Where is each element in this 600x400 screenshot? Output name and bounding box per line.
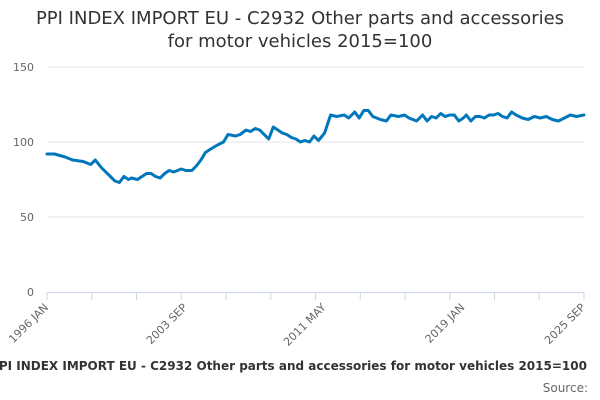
x-tick-label: 2003 SEP (144, 301, 190, 347)
x-tick-label: 2025 SEP (542, 301, 588, 347)
grid-layer (47, 66, 584, 218)
y-tick-label: 50 (20, 211, 34, 224)
chart-title-line-2: for motor vehicles 2015=100 (167, 31, 433, 52)
series-line (45, 109, 586, 184)
label-layer: 0 50 100 150 1996 JAN 2003 SEP 2011 MAY 2019 JA… (6, 61, 588, 349)
x-tick-label: 2011 MAY (281, 301, 329, 349)
source-label: Source: (542, 381, 588, 395)
axis-layer (46, 292, 585, 300)
y-tick-label: 0 (27, 286, 34, 299)
y-tick-label: 100 (13, 136, 34, 149)
series-layer (45, 109, 586, 184)
chart-title: PPI INDEX IMPORT EU - C2932 Other parts … (0, 7, 600, 53)
y-tick-label: 150 (13, 61, 34, 74)
legend-label: PPI INDEX IMPORT EU - C2932 Other parts … (0, 359, 587, 373)
x-tick-label: 1996 JAN (6, 301, 51, 346)
x-tick-label: 2019 JAN (423, 301, 468, 346)
chart-title-line-1: PPI INDEX IMPORT EU - C2932 Other parts … (35, 8, 565, 29)
chart-legend[interactable]: PPI INDEX IMPORT EU - C2932 Other parts … (0, 359, 600, 373)
